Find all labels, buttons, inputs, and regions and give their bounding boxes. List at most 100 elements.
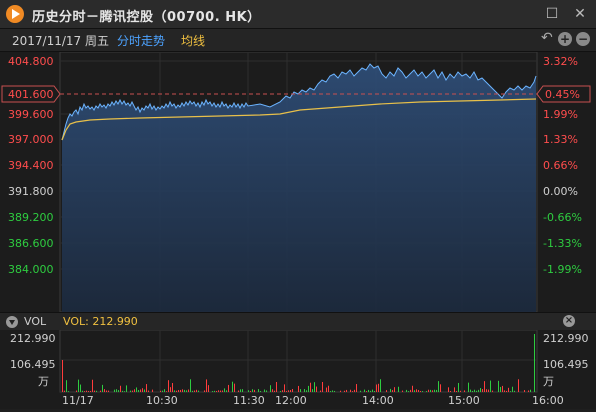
- volume-bar: [434, 389, 435, 392]
- volume-bar: [430, 389, 431, 392]
- volume-bar: [138, 390, 139, 392]
- current-price-value: 401.600: [8, 88, 54, 101]
- right-percent-label: 1.33%: [543, 133, 578, 146]
- average-line: [61, 98, 537, 141]
- volume-bar: [152, 389, 153, 392]
- tab-average-line[interactable]: 均线: [181, 34, 206, 48]
- volume-bar: [484, 381, 485, 392]
- volume-bar: [90, 390, 91, 392]
- volume-bar: [376, 384, 377, 392]
- volume-bar: [392, 390, 393, 392]
- volume-bar: [422, 391, 423, 392]
- volume-bar: [172, 382, 173, 392]
- volume-bar: [208, 385, 209, 392]
- volume-bar: [260, 390, 261, 392]
- volume-bar: [218, 390, 219, 392]
- price-chart[interactable]: 404.800 399.600 397.000 394.400 391.800 …: [0, 51, 596, 313]
- date-label: 2017/11/17 周五: [12, 34, 109, 48]
- volume-bar: [298, 385, 299, 392]
- volume-bar: [350, 389, 351, 392]
- volume-bar: [186, 390, 187, 392]
- volume-bar: [468, 382, 469, 392]
- current-price-tag: 401.600: [1, 85, 61, 103]
- volume-bar: [226, 390, 227, 392]
- volume-bar: [188, 389, 189, 392]
- volume-bar: [204, 390, 205, 392]
- volume-bar: [320, 390, 321, 392]
- volume-bar: [432, 390, 433, 392]
- volume-bar: [148, 390, 149, 392]
- volume-bar: [436, 389, 437, 392]
- tab-timeshare-trend[interactable]: 分时走势: [117, 34, 166, 48]
- volume-bar: [100, 390, 101, 392]
- volume-bar: [64, 390, 65, 392]
- volume-bar: [340, 390, 341, 392]
- right-percent-label: 0.00%: [543, 185, 578, 198]
- volume-bar: [270, 385, 271, 392]
- zoom-out-icon[interactable]: −: [576, 32, 590, 46]
- volume-bar: [328, 385, 329, 392]
- zoom-in-icon[interactable]: +: [558, 32, 572, 46]
- volume-bar: [474, 389, 475, 392]
- volume-bar: [406, 389, 407, 392]
- price-line: [61, 63, 537, 141]
- volume-bar: [140, 389, 141, 392]
- volume-bar: [458, 382, 459, 392]
- volume-bar: [310, 382, 311, 392]
- volume-bar: [304, 389, 305, 392]
- volume-bar: [390, 388, 391, 392]
- volume-bar: [308, 385, 309, 392]
- volume-bar: [420, 390, 421, 392]
- volume-bar: [274, 390, 275, 392]
- volume-bar: [312, 389, 313, 392]
- volume-bar: [368, 389, 369, 392]
- volume-bar: [398, 386, 399, 392]
- volume-bar: [314, 382, 315, 392]
- volume-bar: [352, 391, 353, 392]
- volume-bar: [134, 389, 135, 392]
- volume-bar: [488, 389, 489, 392]
- volume-bar: [378, 383, 379, 392]
- volume-bar: [190, 379, 191, 392]
- left-price-label: 384.000: [8, 263, 54, 276]
- undo-icon[interactable]: ↶: [541, 30, 553, 46]
- volume-bar: [206, 379, 207, 392]
- volume-bar: [438, 381, 439, 392]
- right-percent-label: -0.66%: [543, 211, 582, 224]
- volume-bar: [84, 391, 85, 392]
- volume-bar: [498, 380, 499, 392]
- volume-bar: [344, 390, 345, 392]
- volume-bar: [300, 389, 301, 392]
- volume-bar: [322, 382, 323, 392]
- right-percent-axis: 3.32% 1.99% 1.33% 0.66% 0.00% -0.66% -1.…: [543, 55, 582, 276]
- volume-bar: [512, 386, 513, 392]
- maximize-icon[interactable]: ☐: [545, 6, 559, 22]
- volume-bar: [476, 390, 477, 392]
- volume-bar: [86, 390, 87, 392]
- left-price-label: 399.600: [8, 108, 54, 121]
- volume-close-icon[interactable]: ×: [563, 315, 575, 327]
- volume-bar: [216, 390, 217, 392]
- volume-bar: [248, 390, 249, 392]
- volume-bar: [132, 390, 133, 392]
- volume-bar: [518, 379, 519, 392]
- volume-bar: [366, 391, 367, 392]
- volume-bar: [252, 389, 253, 392]
- volume-right-label: 212.990: [543, 332, 589, 345]
- volume-bar: [76, 390, 77, 392]
- volume-chart[interactable]: 212.990 106.495 万 212.990 106.495 万 11/1…: [0, 329, 596, 409]
- volume-bar: [228, 384, 229, 392]
- volume-bar: [354, 389, 355, 392]
- volume-bar: [360, 390, 361, 392]
- time-label: 16:00: [532, 394, 564, 407]
- volume-bar: [464, 390, 465, 392]
- volume-bar: [258, 389, 259, 392]
- current-change-tag: 0.45%: [536, 85, 591, 103]
- volume-collapse-icon[interactable]: [6, 316, 18, 328]
- volume-bar: [412, 385, 413, 392]
- close-icon[interactable]: ✕: [574, 6, 586, 22]
- time-label: 11/17: [62, 394, 94, 407]
- left-price-axis: 404.800 399.600 397.000 394.400 391.800 …: [8, 55, 54, 276]
- volume-bar: [80, 384, 81, 392]
